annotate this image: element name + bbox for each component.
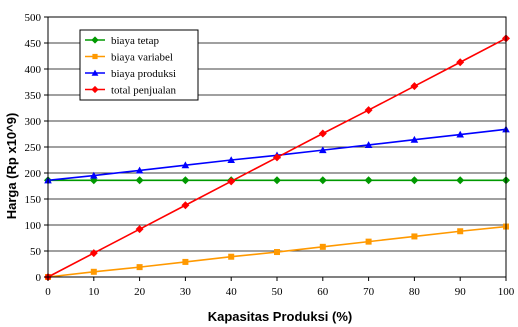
x-tick-label: 50 <box>272 286 284 298</box>
data-point <box>181 161 190 169</box>
legend-swatch-marker <box>91 36 99 44</box>
data-point <box>273 176 281 185</box>
x-tick-label: 0 <box>45 286 51 298</box>
legend-item: biaya variabel <box>85 52 173 64</box>
x-tick-label: 40 <box>226 286 238 298</box>
x-tick-label: 30 <box>180 286 192 298</box>
legend-swatch-marker <box>92 53 98 60</box>
data-point <box>411 233 418 240</box>
legend: biaya tetap biaya variabel biaya produksi t… <box>79 29 199 101</box>
data-point <box>456 176 465 185</box>
data-point <box>364 106 373 115</box>
series-layer <box>44 34 510 281</box>
x-axis-ticks: 0 10 20 30 40 50 60 70 80 90 100 <box>45 277 515 298</box>
legend-item: biaya produksi <box>85 68 176 80</box>
data-point <box>365 238 372 245</box>
data-point <box>227 177 236 186</box>
data-point <box>274 249 280 256</box>
data-point <box>319 146 327 154</box>
x-tick-label: 90 <box>455 286 467 298</box>
y-axis-ticks: 0 50 100 150 200 250 300 350 400 450 500 <box>25 12 48 284</box>
data-point <box>364 176 373 185</box>
x-tick-label: 100 <box>498 286 515 298</box>
data-point <box>135 176 144 185</box>
y-tick-label: 300 <box>25 116 42 128</box>
series-biaya-variabel <box>45 223 509 280</box>
legend-label: biaya tetap <box>111 35 159 47</box>
series-biaya-tetap <box>44 176 510 185</box>
data-point <box>90 171 98 179</box>
y-tick-label: 350 <box>25 90 42 102</box>
data-point <box>456 58 465 67</box>
y-tick-label: 450 <box>25 38 42 50</box>
data-point <box>319 243 326 250</box>
data-point <box>89 249 98 258</box>
y-tick-label: 200 <box>25 168 42 180</box>
data-point <box>135 166 144 174</box>
data-point <box>181 176 190 185</box>
data-point <box>410 135 419 143</box>
y-tick-label: 400 <box>25 64 42 76</box>
data-point <box>182 258 189 265</box>
legend-label: biaya variabel <box>111 52 173 64</box>
data-point <box>90 268 97 275</box>
x-tick-label: 80 <box>409 286 421 298</box>
y-tick-label: 50 <box>30 246 42 258</box>
y-tick-label: 150 <box>25 194 42 206</box>
x-tick-label: 10 <box>88 286 100 298</box>
legend-label: total penjualan <box>111 85 177 97</box>
x-axis-title: Kapasitas Produksi (%) <box>208 309 353 324</box>
data-point <box>181 201 190 210</box>
series-total-penjualan <box>44 34 510 281</box>
data-point <box>410 82 419 91</box>
y-axis-title: Harga (Rp x10^9) <box>4 113 19 220</box>
y-tick-label: 100 <box>25 220 42 232</box>
x-tick-label: 20 <box>134 286 146 298</box>
y-tick-label: 250 <box>25 142 42 154</box>
data-point <box>273 153 281 162</box>
legend-item: biaya tetap <box>85 35 159 47</box>
data-point <box>135 225 144 234</box>
legend-item: total penjualan <box>85 85 177 97</box>
data-point <box>364 141 373 148</box>
data-point <box>318 129 327 138</box>
data-point <box>228 253 235 260</box>
y-tick-label: 500 <box>25 12 42 24</box>
data-point <box>318 176 327 185</box>
y-tick-label: 0 <box>36 272 42 284</box>
data-point <box>456 130 464 138</box>
legend-swatch-marker <box>91 69 99 76</box>
legend-label: biaya produksi <box>111 68 176 80</box>
x-tick-label: 70 <box>363 286 375 298</box>
x-tick-label: 60 <box>317 286 329 298</box>
data-point <box>227 156 235 164</box>
data-point <box>410 176 419 185</box>
legend-box <box>79 29 199 101</box>
data-point <box>136 264 143 271</box>
data-point <box>457 228 464 235</box>
legend-swatch-marker <box>91 85 99 94</box>
